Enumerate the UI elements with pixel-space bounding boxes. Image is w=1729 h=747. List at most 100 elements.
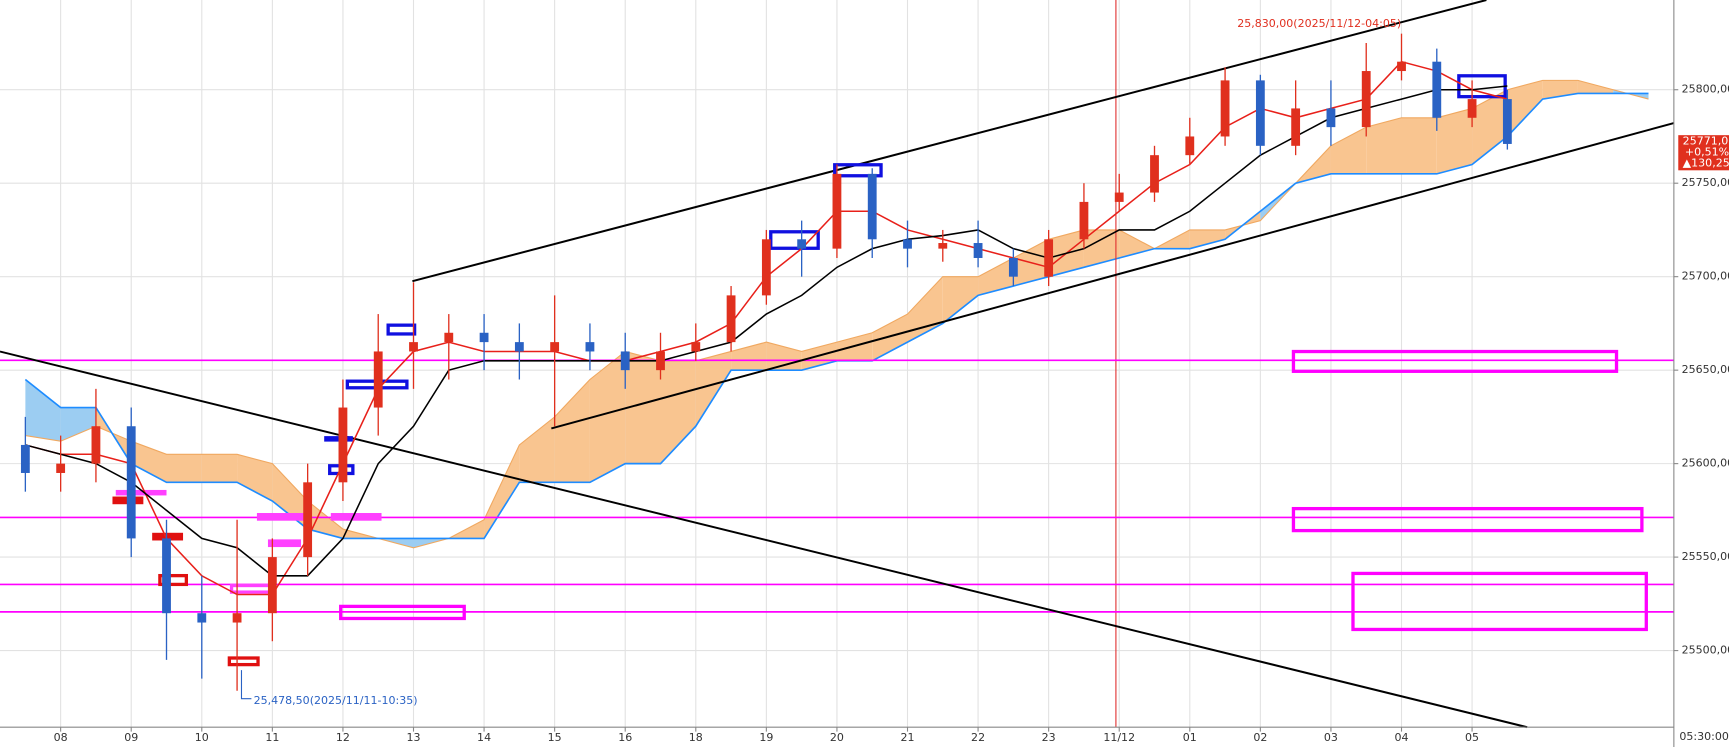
candle-body — [409, 342, 418, 352]
cloud-segment — [942, 276, 979, 324]
cloud-segment — [1189, 229, 1226, 249]
change-pct: +0,51% — [1685, 146, 1729, 159]
x-tick-label: 02 — [1253, 731, 1267, 744]
candle-body — [232, 613, 242, 623]
marker-box — [152, 532, 184, 541]
last-price-label: 25771,00 — [1683, 135, 1729, 148]
cloud-segment — [1330, 127, 1367, 174]
candle-body — [832, 173, 842, 249]
cloud-segment — [1436, 108, 1473, 174]
x-tick-label: 01 — [1183, 731, 1197, 744]
last-price-box — [1678, 135, 1729, 171]
candle-body — [91, 426, 101, 464]
grid — [0, 0, 1674, 728]
candle-body — [1220, 80, 1230, 137]
last-price: 25771,00+0,51%▲130,25 — [1678, 135, 1729, 171]
high-annotation: 25,830,00(2025/11/12-04:05) — [1237, 17, 1401, 30]
cloud-segment — [589, 351, 626, 483]
candle-body — [514, 342, 524, 352]
y-tick-label: 25600,00 — [1682, 457, 1729, 470]
cloud-segment — [1401, 117, 1437, 174]
cloud-segment — [519, 416, 555, 483]
y-tick-label: 25550,00 — [1682, 550, 1729, 563]
cloud-segment — [978, 257, 1014, 296]
candle-body — [585, 342, 595, 352]
low-annotation: 25,478,50(2025/11/11-10:35) — [254, 694, 418, 707]
cloud-segment — [1472, 89, 1508, 165]
candle-body — [1432, 61, 1442, 118]
x-tick-label: 16 — [618, 731, 632, 744]
zone-box — [1291, 349, 1619, 373]
cloud-segment — [201, 454, 238, 483]
candle-body — [761, 239, 771, 296]
trend-line — [551, 122, 1675, 430]
x-tick-label: 21 — [900, 731, 914, 744]
x-tick-label: 11 — [265, 731, 279, 744]
candle-body — [867, 173, 877, 240]
candle-body — [656, 351, 665, 371]
candle-body — [1008, 257, 1018, 277]
x-tick-label: 13 — [406, 731, 420, 744]
marker-box — [227, 656, 260, 667]
candle-body — [620, 351, 630, 371]
y-tick-label: 25750,00 — [1682, 176, 1729, 189]
cloud-segment — [272, 463, 308, 530]
x-tick-label: 12 — [336, 731, 350, 744]
candle-body — [1114, 192, 1124, 202]
marker-box — [330, 513, 382, 521]
candle-body — [1291, 108, 1301, 146]
candle-body — [1079, 201, 1089, 240]
x-tick-label: 08 — [54, 731, 68, 744]
cloud-segment — [307, 501, 343, 539]
x-tick-label: 22 — [971, 731, 985, 744]
candle-body — [1255, 80, 1265, 146]
cloud-segment — [907, 276, 943, 343]
zone-box — [339, 604, 466, 621]
marker-box — [386, 323, 417, 336]
marker-box — [267, 539, 302, 548]
candle-body — [1467, 99, 1477, 118]
x-tick-label: 23 — [1042, 731, 1056, 744]
candle-body — [1397, 61, 1406, 72]
candle-body — [1361, 71, 1371, 128]
trend-line — [412, 0, 1487, 283]
candle-body — [303, 482, 313, 558]
candle-body — [197, 613, 207, 623]
low-arrow — [240, 670, 252, 700]
candles — [20, 33, 1512, 691]
candle-body — [444, 332, 454, 343]
zone-box — [1351, 571, 1648, 632]
cursor-time-box — [1676, 728, 1729, 747]
candle-body — [938, 243, 948, 249]
cloud-segment — [237, 454, 273, 502]
cloud-segment — [25, 379, 61, 442]
cloud-segment — [1507, 80, 1543, 137]
candle-body — [162, 538, 171, 614]
cloud-segment — [166, 454, 202, 483]
cloud-segment — [1577, 80, 1614, 94]
y-tick-label: 25800,00 — [1682, 83, 1729, 96]
marker-box — [158, 573, 189, 587]
candle-body — [1326, 108, 1336, 128]
cloud-segment — [872, 314, 908, 361]
axes: 25500,00 25550,00 25600,00 25650,00 25700,00… — [54, 83, 1729, 744]
span-a-line — [25, 79, 1649, 549]
x-tick-label: 19 — [759, 731, 773, 744]
cursor-time: 05:30:00 — [1679, 730, 1728, 743]
candle-body — [797, 239, 807, 249]
y-tick-label: 25700,00 — [1682, 270, 1729, 283]
x-tick-label: 04 — [1394, 731, 1408, 744]
candle-body — [726, 295, 736, 343]
marker-box — [833, 163, 883, 178]
cloud-segment — [695, 351, 732, 427]
candle-body — [1044, 239, 1054, 277]
candle-body — [126, 426, 136, 539]
cloud-segment — [625, 351, 661, 464]
x-tick-label: 18 — [689, 731, 703, 744]
x-tick-label: 09 — [124, 731, 138, 744]
y-tick-label: 25650,00 — [1682, 363, 1729, 376]
cloud-segment — [731, 342, 767, 371]
x-tick-label: 11/12 — [1103, 731, 1135, 744]
